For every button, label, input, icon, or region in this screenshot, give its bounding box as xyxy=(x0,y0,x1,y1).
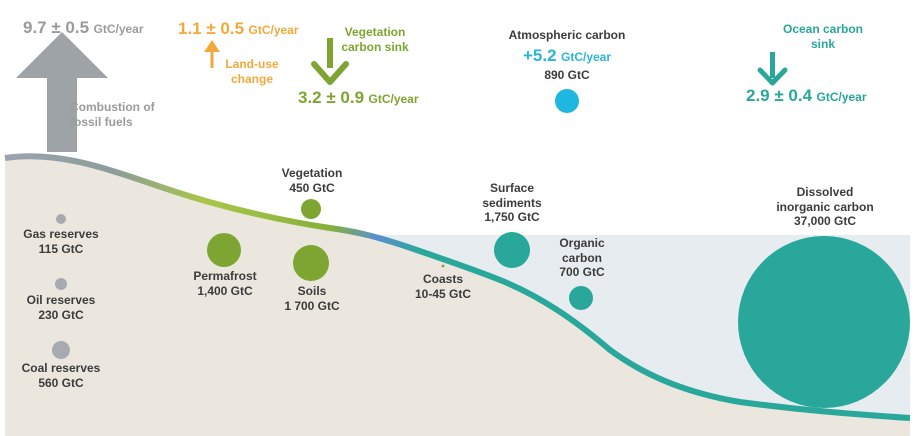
oil-reserves-name: Oil reserves xyxy=(26,293,96,307)
surface-sediments-bubble xyxy=(494,232,530,268)
coasts-name: Coasts xyxy=(422,272,463,286)
atmospheric-title: Atmospheric carbon xyxy=(508,28,626,42)
vegetation-sink-title-line1: Vegetation xyxy=(344,25,406,39)
atmospheric-stock: 890 GtC xyxy=(544,68,590,82)
fossil-flux-number: 9.7 ± 0.5 xyxy=(23,18,90,37)
landuse-flux-value: 1.1 ± 0.5 GtC/year xyxy=(178,19,318,40)
oil-reserves-label: Oil reserves 230 GtC xyxy=(2,293,120,322)
dissolved-inorganic-bubble xyxy=(738,236,910,408)
permafrost-label: Permafrost 1,400 GtC xyxy=(175,269,275,298)
coasts-value: 10-45 GtC xyxy=(414,286,472,301)
ocean-sink-title-line2: sink xyxy=(810,36,835,51)
soils-bubble xyxy=(293,245,329,281)
surface-sediments-value: 1,750 GtC xyxy=(484,210,540,225)
coasts-bubble xyxy=(441,264,445,268)
organic-carbon-label: Organic carbon 700 GtC xyxy=(542,236,622,280)
organic-carbon-name-line1: Organic xyxy=(559,236,605,250)
soils-label: Soils 1 700 GtC xyxy=(265,284,359,313)
permafrost-value: 1,400 GtC xyxy=(197,283,253,298)
atmospheric-flux: +5.2 GtC/year xyxy=(485,46,649,67)
gas-reserves-value: 115 GtC xyxy=(38,241,84,256)
vegetation-value: 450 GtC xyxy=(289,180,335,195)
ocean-sink-title: Ocean carbon sink xyxy=(778,22,868,51)
vegetation-name: Vegetation xyxy=(281,166,343,180)
dissolved-inorganic-name-line1: Dissolved xyxy=(796,185,854,199)
surface-sediments-name-line2: sediments xyxy=(482,195,542,210)
gas-reserves-name: Gas reserves xyxy=(23,227,99,241)
fossil-fuel-arrow-icon xyxy=(16,32,108,152)
surface-sediments-name-line1: Surface xyxy=(489,181,535,195)
dissolved-inorganic-name-line2: inorganic carbon xyxy=(776,199,874,214)
atmospheric-flux-number: +5.2 xyxy=(522,46,557,65)
oil-reserves-value: 230 GtC xyxy=(38,307,84,322)
gas-reserves-label: Gas reserves 115 GtC xyxy=(2,227,120,256)
vegetation-sink-unit: GtC/year xyxy=(368,92,419,106)
fossil-flux-value: 9.7 ± 0.5 GtC/year xyxy=(23,18,183,39)
fossil-flux-label-line1: Combustion of xyxy=(70,100,155,114)
ocean-sink-unit: GtC/year xyxy=(816,90,867,104)
organic-carbon-name-line2: carbon xyxy=(561,250,602,265)
ocean-sink-arrow-icon xyxy=(757,52,788,86)
vegetation-sink-title: Vegetation carbon sink xyxy=(335,25,415,54)
vegetation-sink-arrow-icon xyxy=(311,38,349,85)
landuse-flux-unit: GtC/year xyxy=(248,23,299,37)
vegetation-label: Vegetation 450 GtC xyxy=(265,166,359,195)
fossil-flux-label: Combustion of fossil fuels xyxy=(70,100,155,129)
surface-sediments-label: Surface sediments 1,750 GtC xyxy=(462,181,562,225)
coal-reserves-value: 560 GtC xyxy=(38,375,84,390)
landuse-flux-label: Land-use change xyxy=(212,57,292,86)
soils-name: Soils xyxy=(297,284,327,298)
permafrost-bubble xyxy=(207,233,241,267)
fossil-flux-unit: GtC/year xyxy=(93,22,144,36)
atmospheric-flux-unit: GtC/year xyxy=(560,50,612,64)
gas-reserves-bubble xyxy=(56,214,66,224)
vegetation-sink-number: 3.2 ± 0.9 xyxy=(298,88,365,107)
coal-reserves-bubble xyxy=(52,341,70,359)
vegetation-sink-value: 3.2 ± 0.9 GtC/year xyxy=(298,88,458,109)
landuse-flux-number: 1.1 ± 0.5 xyxy=(178,19,245,38)
ocean-sink-value: 2.9 ± 0.4 GtC/year xyxy=(746,86,911,107)
ocean-sink-number: 2.9 ± 0.4 xyxy=(746,86,813,105)
surface-band xyxy=(4,153,911,421)
vegetation-bubble xyxy=(301,199,321,219)
oil-reserves-bubble xyxy=(55,278,67,290)
landuse-flux-label-line2: change xyxy=(230,71,273,86)
coal-reserves-label: Coal reserves 560 GtC xyxy=(2,361,120,390)
vegetation-sink-title-line2: carbon sink xyxy=(341,39,409,54)
landuse-arrow-icon xyxy=(204,40,220,68)
landuse-flux-label-line1: Land-use xyxy=(225,57,279,71)
permafrost-name: Permafrost xyxy=(193,269,257,283)
ocean-sink-title-line1: Ocean carbon xyxy=(782,22,864,36)
dissolved-inorganic-label: Dissolved inorganic carbon 37,000 GtC xyxy=(760,185,890,229)
coal-reserves-name: Coal reserves xyxy=(21,361,101,375)
organic-carbon-value: 700 GtC xyxy=(559,265,605,280)
fossil-flux-label-line2: fossil fuels xyxy=(70,114,133,129)
organic-carbon-bubble xyxy=(569,286,593,310)
coasts-label: Coasts 10-45 GtC xyxy=(398,272,488,301)
soils-value: 1 700 GtC xyxy=(284,298,340,313)
land-profile xyxy=(5,156,910,436)
dissolved-inorganic-value: 37,000 GtC xyxy=(793,214,857,229)
atmosphere-bubble xyxy=(555,89,579,113)
